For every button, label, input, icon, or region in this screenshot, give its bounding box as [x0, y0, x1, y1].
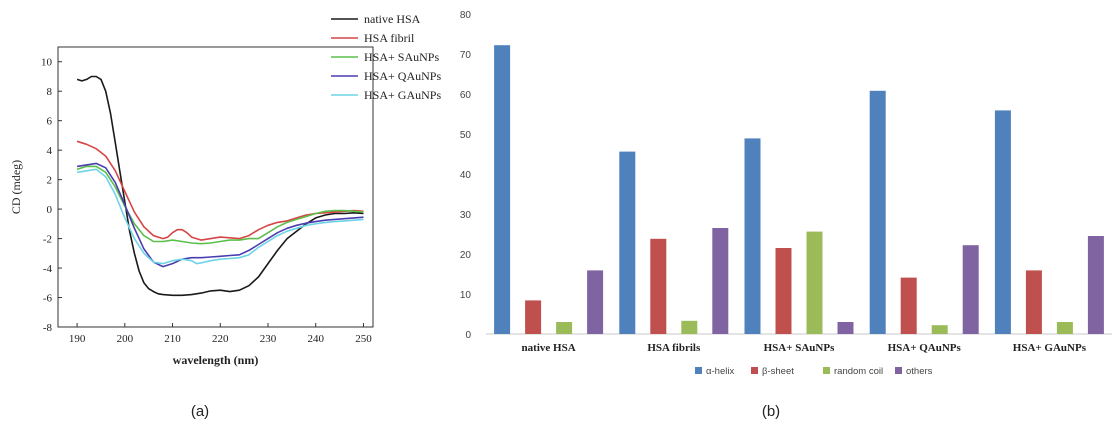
legend-swatch: [823, 367, 830, 374]
cd-chart-x-axis-label: wavelength (nm): [173, 353, 259, 367]
y-tick-label: 2: [47, 175, 53, 187]
category-label: native HSA: [522, 342, 576, 354]
x-tick-label: 230: [260, 333, 277, 345]
y-tick-label: -6: [43, 293, 53, 305]
bar: [1056, 322, 1073, 334]
bar: [806, 231, 823, 334]
panel-label-a: (a): [191, 403, 209, 420]
bar: [556, 322, 573, 334]
legend-entry: native HSA: [364, 12, 421, 26]
y-tick-label: 40: [460, 170, 472, 181]
bar: [650, 238, 667, 334]
y-tick-label: -2: [43, 234, 52, 246]
cd-chart-legend: native HSA HSA fibril HSA+ SAuNPs HSA+ QAuN…: [331, 12, 441, 102]
y-tick-label: 80: [460, 10, 472, 21]
x-tick-label: 190: [69, 333, 86, 345]
legend-entry: HSA+ GAuNPs: [364, 88, 441, 102]
cd-series-line: [76, 162, 364, 268]
bar-chart-legend: α-helix β-sheet random coil others: [695, 366, 933, 377]
legend-entry: HSA+ SAuNPs: [364, 50, 439, 64]
cd-chart-y-axis-label: CD (mdeg): [9, 160, 23, 214]
bar: [619, 151, 636, 334]
cd-series-line: [76, 140, 364, 241]
cd-series-line: [76, 75, 364, 297]
y-tick-label: -4: [43, 263, 53, 275]
y-tick-label: 0: [47, 204, 53, 216]
bar-chart-bars: [494, 45, 1104, 335]
y-tick-label: 8: [47, 86, 53, 98]
y-tick-label: 60: [460, 90, 472, 101]
y-tick-label: 30: [460, 210, 472, 221]
y-tick-label: 0: [465, 330, 471, 341]
bar: [900, 277, 917, 334]
legend-swatch: [751, 367, 758, 374]
bar: [837, 322, 854, 334]
bar: [1087, 236, 1104, 334]
category-label: HSA+ SAuNPs: [764, 342, 835, 354]
legend-entry: HSA+ QAuNPs: [364, 69, 441, 83]
y-tick-label: 6: [47, 116, 53, 128]
y-tick-label: 50: [460, 130, 472, 141]
y-tick-label: 10: [460, 290, 472, 301]
legend-entry: random coil: [834, 366, 883, 377]
x-tick-label: 220: [212, 333, 229, 345]
bar: [494, 45, 511, 334]
category-label: HSA+ QAuNPs: [888, 342, 962, 354]
x-tick-label: 210: [164, 333, 181, 345]
x-tick-label: 240: [307, 333, 324, 345]
bar: [525, 300, 542, 334]
category-label: HSA fibrils: [647, 342, 701, 354]
bar: [1025, 270, 1042, 334]
y-tick-label: -8: [43, 322, 53, 334]
bar: [712, 228, 729, 334]
y-tick-label: 70: [460, 50, 472, 61]
bar: [994, 110, 1011, 335]
bar: [587, 270, 604, 334]
y-tick-label: 10: [41, 57, 53, 69]
x-tick-label: 200: [117, 333, 134, 345]
panel-label-b: (b): [762, 403, 780, 420]
category-label: HSA+ GAuNPs: [1013, 342, 1087, 354]
cd-chart-axes: 190 200 210 220 230 240 250 -8 -6 -4 -2 0 2 4 6 8 10: [41, 46, 374, 345]
bar: [931, 325, 948, 334]
cd-series-line: [76, 168, 364, 265]
y-tick-label: 4: [47, 145, 53, 157]
cd-chart-lines: [76, 75, 364, 297]
secondary-structure-bar-chart: 0 10 20 30 40 50 60 70 80 native HSA HSA fibrils HS…: [460, 10, 1112, 377]
bar: [775, 248, 792, 334]
bar: [744, 138, 761, 334]
y-tick-label: 20: [460, 250, 472, 261]
x-tick-label: 250: [355, 333, 372, 345]
legend-entry: α-helix: [706, 366, 734, 377]
legend-swatch: [695, 367, 702, 374]
legend-entry: others: [906, 366, 933, 377]
legend-entry: HSA fibril: [364, 31, 415, 45]
bar: [681, 320, 698, 334]
cd-spectra-chart: 190 200 210 220 230 240 250 -8 -6 -4 -2 0 2 4 6 8 10 nat…: [9, 12, 441, 367]
cd-plot-frame: [57, 46, 374, 328]
legend-swatch: [895, 367, 902, 374]
legend-entry: β-sheet: [762, 366, 794, 377]
bar: [962, 245, 979, 334]
bar: [869, 90, 886, 334]
